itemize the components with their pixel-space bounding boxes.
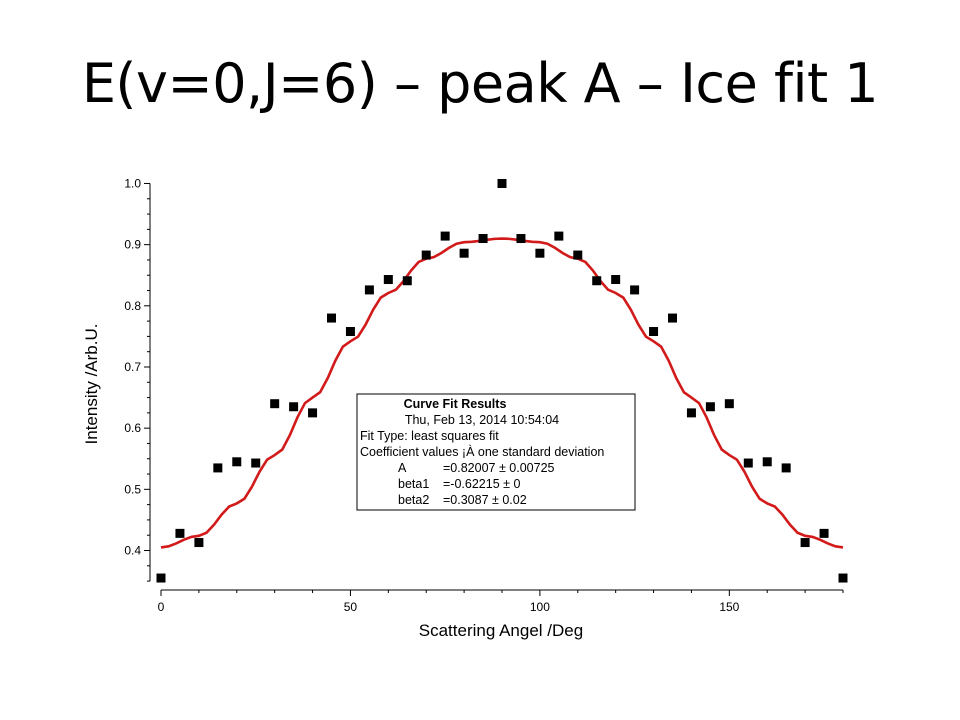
- data-point: [819, 528, 829, 538]
- fit-param-value-beta1: =-0.62215 ± 0: [443, 477, 520, 491]
- data-point: [308, 408, 318, 418]
- data-point: [668, 313, 677, 323]
- y-axis-label: Intensity /Arb.U.: [82, 324, 101, 445]
- data-point: [213, 463, 223, 473]
- x-tick-label: 100: [530, 600, 550, 614]
- y-tick-label: 0.8: [124, 299, 141, 313]
- fit-box-fit-type: Fit Type: least squares fit: [360, 429, 499, 443]
- data-point: [345, 327, 355, 337]
- data-point: [175, 528, 185, 538]
- data-point: [743, 458, 753, 468]
- data-point: [251, 458, 261, 468]
- data-point: [630, 285, 640, 295]
- data-point: [592, 276, 602, 286]
- y-tick-label: 0.4: [124, 544, 141, 558]
- fit-curve-layer: [160, 237, 844, 549]
- curve-fit-results-box: Curve Fit Results Thu, Feb 13, 2014 10:5…: [356, 393, 636, 511]
- y-tick-label: 0.6: [124, 421, 141, 435]
- data-point: [459, 248, 469, 258]
- x-axis-label: Scattering Angel /Deg: [419, 621, 583, 640]
- data-point: [383, 275, 393, 285]
- data-point: [156, 573, 166, 583]
- data-point: [440, 231, 450, 241]
- data-point: [535, 248, 545, 258]
- fit-box-timestamp: Thu, Feb 13, 2014 10:54:04: [405, 413, 559, 427]
- data-point: [421, 250, 431, 260]
- fit-curve: [160, 237, 844, 549]
- x-tick-label: 150: [719, 600, 739, 614]
- data-point: [194, 538, 204, 548]
- fit-param-value-beta2: =0.3087 ± 0.02: [443, 493, 527, 507]
- data-point: [270, 399, 280, 409]
- axes: 0.4 0.5 0.6 0.7 0.8 0.9 1.0 0 50 100 150: [124, 176, 844, 614]
- data-point: [611, 275, 621, 285]
- data-point: [649, 327, 659, 337]
- data-point: [232, 457, 242, 467]
- axis-labels: Scattering Angel /Deg Intensity /Arb.U.: [82, 324, 583, 640]
- y-tick-label: 0.9: [124, 238, 141, 252]
- data-point: [838, 573, 848, 583]
- data-point: [705, 402, 715, 412]
- fit-param-value-a: =0.82007 ± 0.00725: [443, 461, 555, 475]
- data-point: [573, 250, 583, 260]
- data-points: [156, 178, 848, 583]
- fit-box-coef-header: Coefficient values ¡À one standard devia…: [360, 444, 604, 459]
- y-tick-label: 0.7: [124, 360, 141, 374]
- data-point: [497, 178, 507, 188]
- data-point: [289, 402, 299, 412]
- y-tick-label: 0.5: [124, 482, 141, 496]
- data-point: [364, 285, 374, 295]
- fit-box-heading: Curve Fit Results: [404, 397, 507, 411]
- data-point: [781, 463, 791, 473]
- data-point: [800, 538, 810, 548]
- data-point: [327, 313, 336, 323]
- fit-param-name-beta2: beta2: [398, 493, 429, 507]
- x-tick-label: 0: [158, 600, 165, 614]
- data-point: [478, 234, 488, 244]
- data-point: [762, 457, 772, 467]
- data-point: [554, 231, 564, 241]
- y-tick-label: 1.0: [124, 176, 141, 190]
- x-tick-label: 50: [344, 600, 358, 614]
- data-point: [402, 276, 412, 286]
- slide-title: E(v=0,J=6) – peak A – Ice fit 1: [81, 52, 879, 115]
- fit-param-name-a: A: [398, 461, 407, 475]
- data-point: [724, 399, 734, 409]
- data-point: [686, 408, 696, 418]
- fit-param-name-beta1: beta1: [398, 477, 429, 491]
- data-point: [516, 234, 526, 244]
